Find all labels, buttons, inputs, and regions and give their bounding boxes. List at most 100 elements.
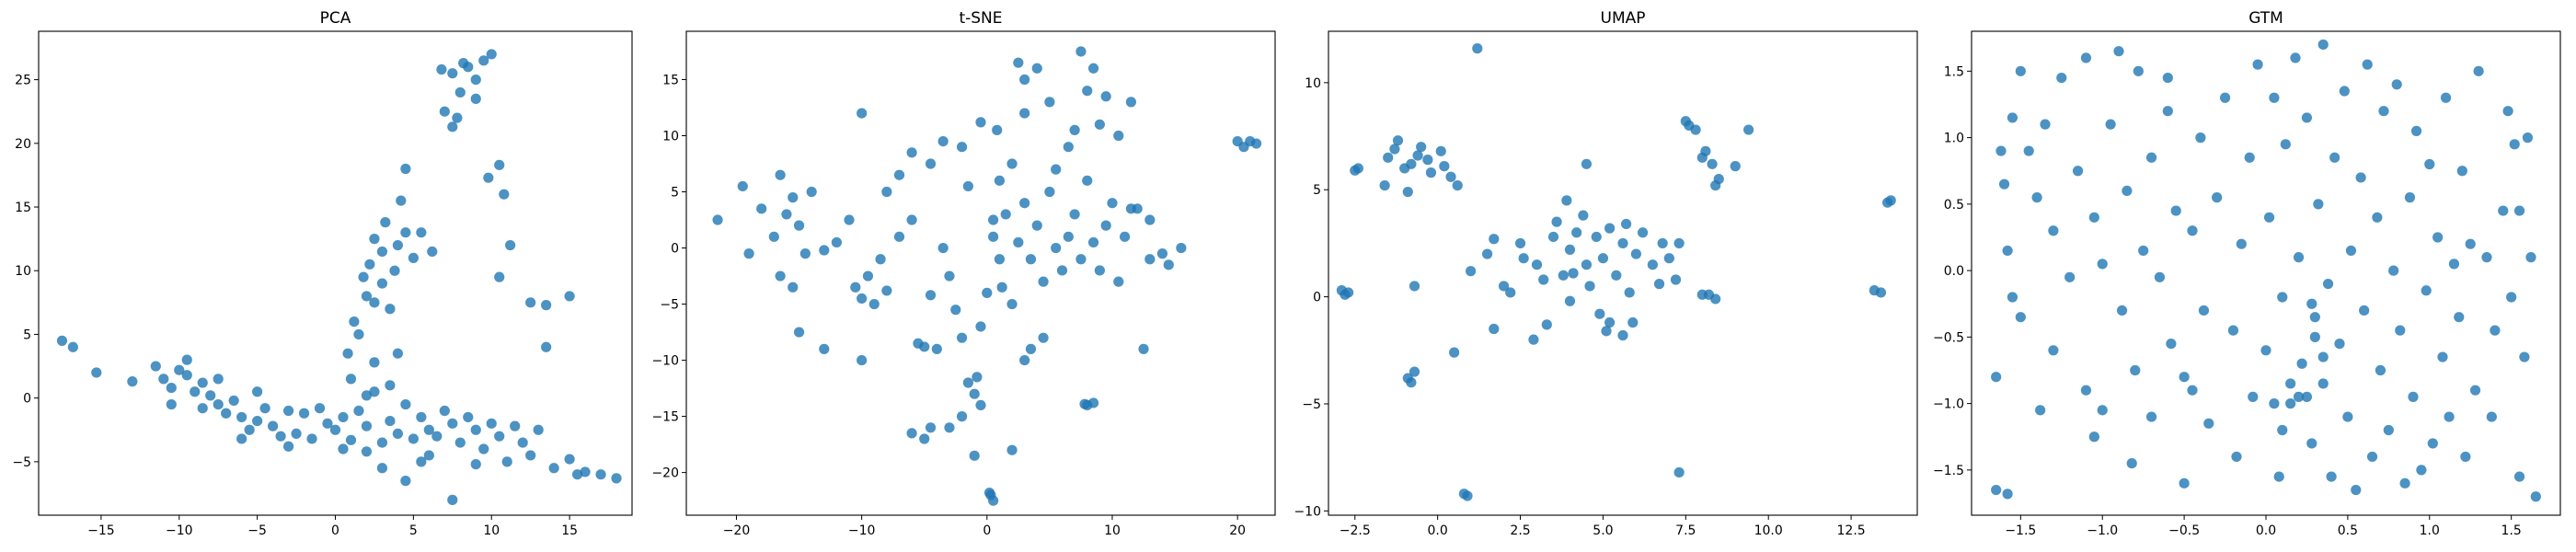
pca-point	[447, 68, 458, 79]
gtm-point	[2097, 259, 2108, 270]
gtm-point	[2285, 398, 2296, 409]
tsne-point	[1100, 220, 1111, 231]
pca-point	[483, 172, 494, 183]
tsne-point	[1025, 343, 1037, 354]
gtm-point	[2252, 59, 2263, 70]
umap-point	[1743, 124, 1754, 135]
umap-point	[1409, 281, 1420, 292]
tsne-point	[875, 254, 886, 265]
pca-panel: PCA −15 −10 −5 0 5 10 15 −5 0 5 10 15 20 25	[12, 9, 633, 538]
pca-point	[259, 403, 270, 414]
gtm-point	[2154, 271, 2166, 282]
pca-point	[361, 390, 373, 401]
pca-point	[452, 112, 463, 123]
gtm-point	[2351, 484, 2362, 496]
gtm-point	[2116, 305, 2128, 316]
tsne-point	[982, 287, 993, 298]
tsne-point	[737, 180, 748, 192]
umap-point	[1597, 253, 1609, 264]
tsne-point	[1051, 164, 1062, 175]
umap-ytick-label: −10	[1294, 504, 1321, 519]
pca-ytick-label: 10	[15, 264, 31, 279]
tsne-point	[1038, 276, 1049, 287]
umap-point	[1416, 142, 1427, 153]
gtm-point	[2519, 351, 2530, 362]
tsne-point	[831, 236, 843, 248]
tsne-point	[1094, 265, 1105, 276]
pca-point	[525, 297, 536, 308]
umap-point	[1449, 347, 1460, 358]
tsne-point	[1056, 265, 1068, 276]
pca-point	[369, 297, 380, 308]
gtm-point	[2031, 192, 2042, 203]
gtm-point	[1998, 178, 2010, 190]
gtm-point	[2513, 471, 2525, 482]
pca-point	[454, 86, 466, 98]
gtm-point	[2145, 411, 2157, 422]
pca-point	[376, 463, 388, 474]
pca-point	[470, 459, 481, 470]
pca-point	[213, 374, 224, 385]
pca-point	[181, 370, 192, 381]
tsne-point	[1069, 209, 1080, 220]
gtm-point	[2372, 212, 2383, 223]
gtm-point	[2088, 212, 2099, 223]
gtm-xtick-label: −0.5	[2168, 523, 2200, 538]
umap-point	[1409, 366, 1420, 377]
umap-xtick-label: 0.0	[1428, 523, 1448, 538]
pca-point	[166, 398, 177, 410]
tsne-title: t-SNE	[959, 9, 1002, 28]
pca-point	[458, 58, 469, 69]
gtm-point	[2198, 305, 2210, 316]
tsne-point	[806, 186, 817, 198]
gtm-point	[2072, 166, 2084, 177]
umap-point	[1392, 135, 1404, 146]
tsne-point	[906, 147, 917, 158]
gtm-point	[2342, 411, 2353, 422]
tsne-point	[781, 209, 792, 220]
umap-point	[1402, 186, 1413, 198]
gtm-xtick-label: 0.0	[2256, 523, 2276, 538]
gtm-point	[2388, 265, 2399, 276]
umap-point	[1657, 237, 1668, 249]
tsne-point	[712, 214, 723, 225]
pca-point	[416, 227, 427, 238]
tsne-ytick-label: 15	[662, 73, 679, 87]
umap-point	[1647, 259, 1658, 270]
umap-point	[1435, 145, 1446, 156]
gtm-point	[2179, 372, 2190, 383]
umap-point	[1466, 266, 1477, 277]
gtm-point	[2301, 391, 2313, 402]
gtm-axes-frame	[1971, 30, 2561, 516]
umap-point	[1584, 281, 1595, 292]
gtm-point	[2227, 325, 2239, 336]
tsne-point	[1063, 142, 1074, 153]
pca-point	[213, 398, 224, 410]
gtm-point	[2460, 451, 2471, 463]
tsne-point	[956, 411, 968, 422]
pca-point	[197, 377, 208, 388]
gtm-point	[2263, 212, 2275, 223]
umap-point	[1462, 490, 1473, 501]
umap-point	[1885, 195, 1896, 206]
pca-point	[158, 374, 169, 385]
gtm-point	[2456, 166, 2467, 177]
umap-point	[1412, 150, 1423, 161]
umap-point	[1670, 274, 1682, 285]
gtm-point	[2236, 238, 2247, 249]
pca-point	[174, 364, 185, 375]
gtm-point	[2498, 205, 2509, 216]
tsne-ytick-label: 0	[671, 242, 679, 257]
tsne-point	[1125, 97, 1137, 108]
umap-point	[1389, 144, 1400, 155]
gtm-point	[2334, 338, 2345, 350]
pca-point	[611, 473, 622, 484]
pca-point	[400, 227, 411, 238]
gtm-point	[2133, 65, 2144, 76]
gtm-point	[2179, 477, 2190, 489]
pca-point	[400, 398, 411, 410]
umap-point	[1581, 158, 1593, 169]
pca-point	[564, 291, 575, 302]
pca-point	[376, 437, 388, 448]
tsne-point	[1087, 63, 1099, 74]
